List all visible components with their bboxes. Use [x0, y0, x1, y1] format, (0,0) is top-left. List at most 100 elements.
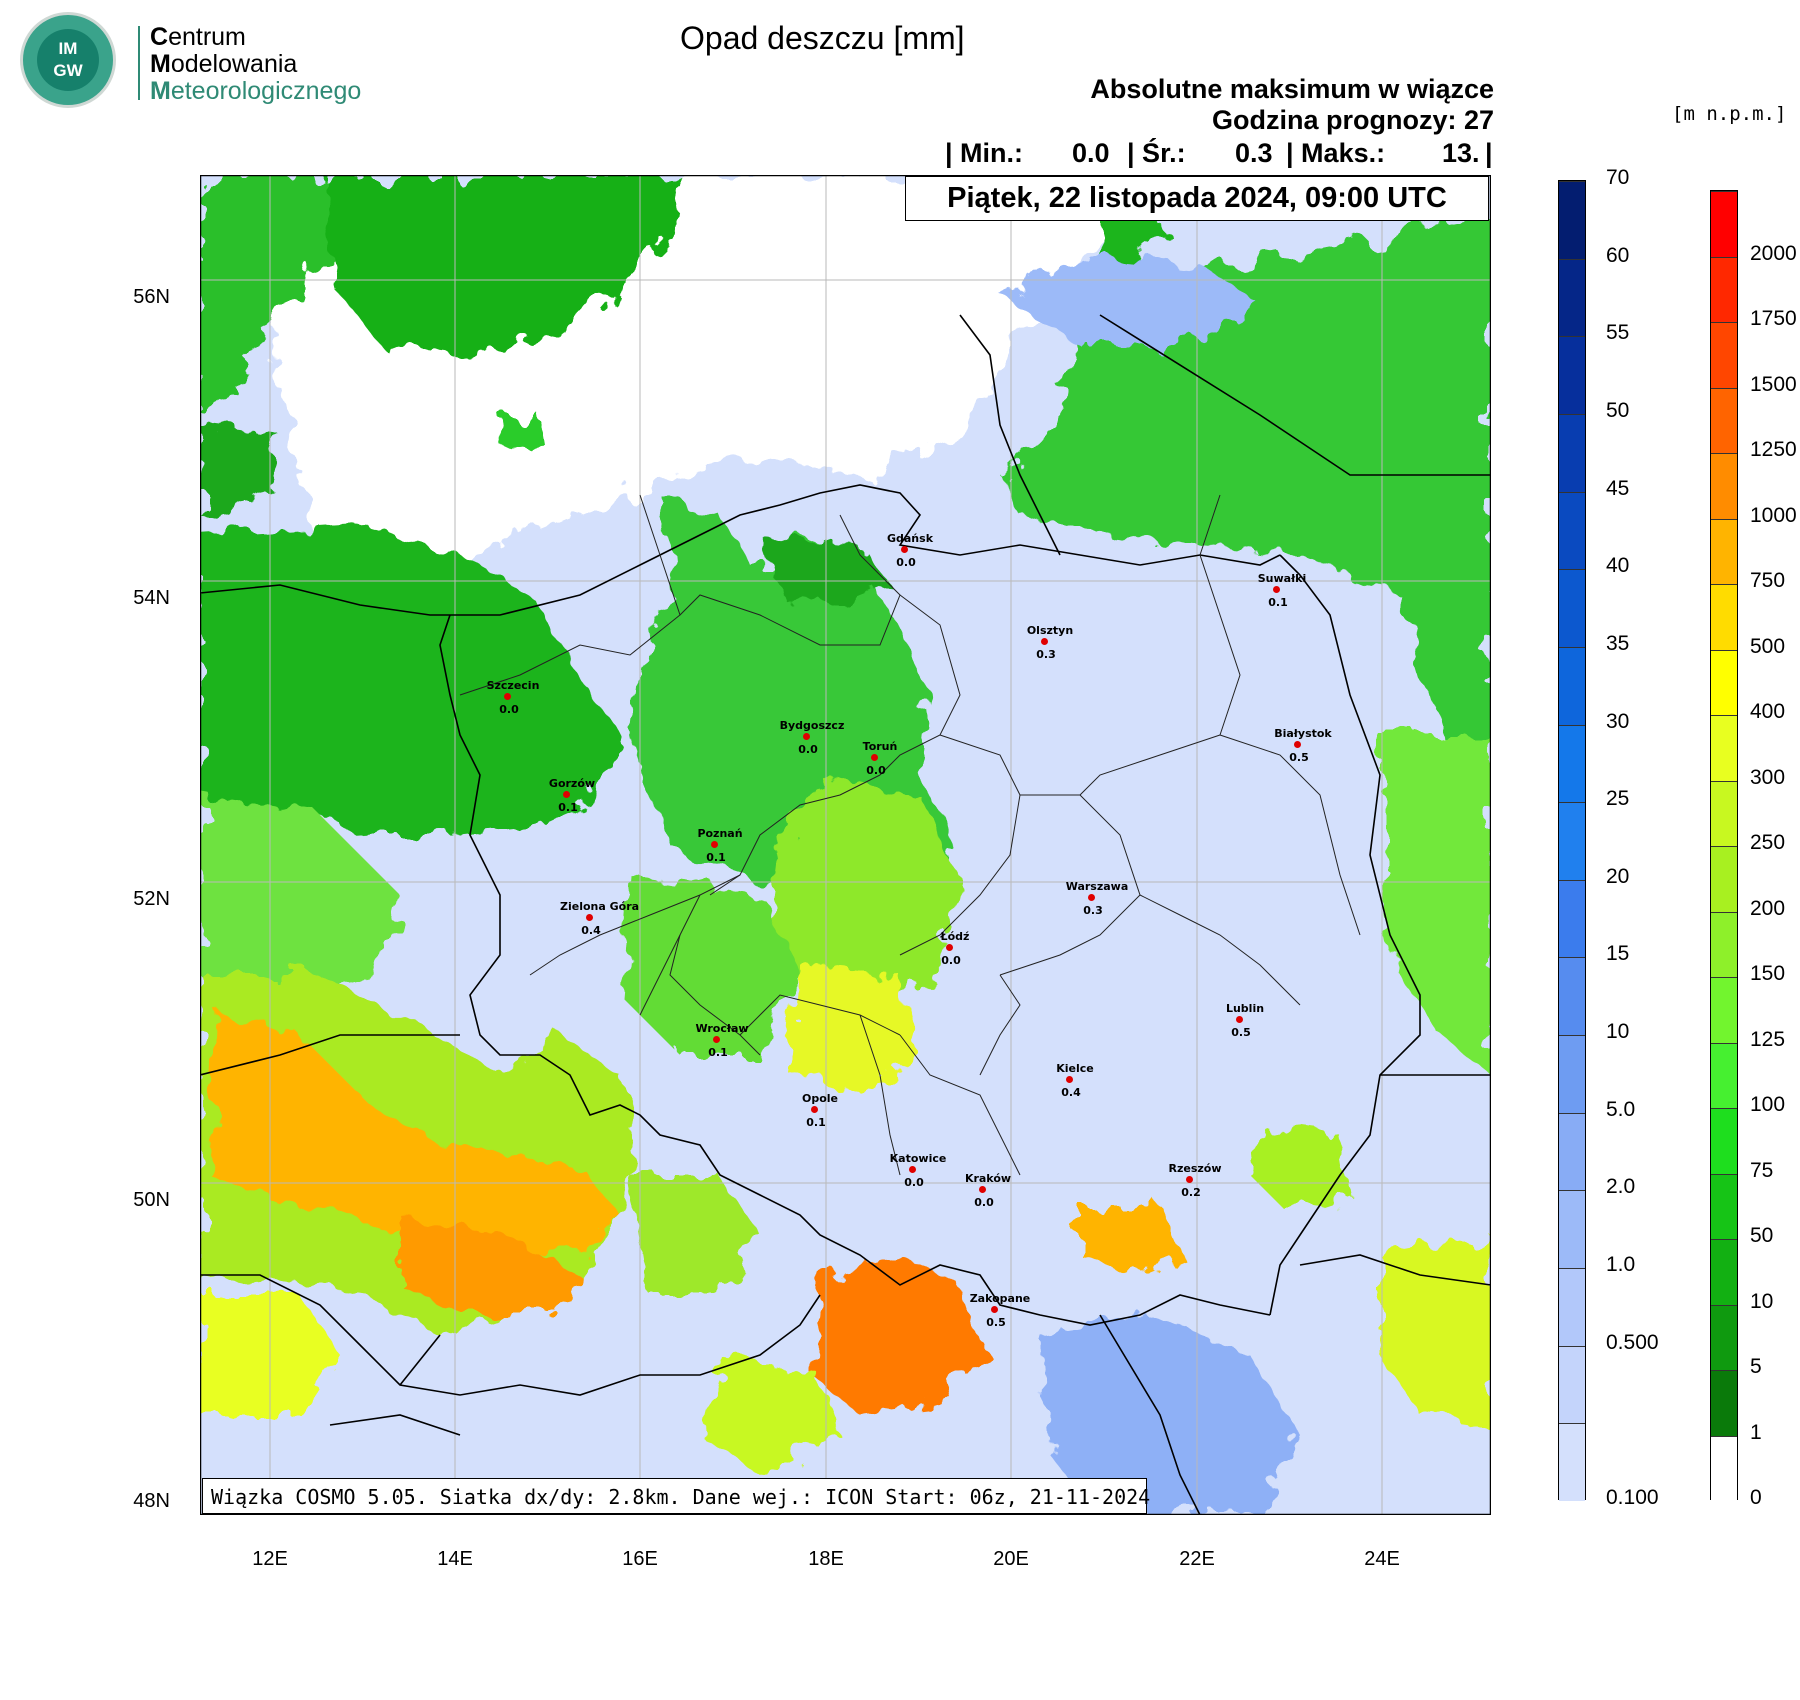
- moderate-rain-area: [1000, 255, 1260, 345]
- city-rain-value: 0.0: [896, 556, 916, 569]
- forecast-hour: Godzina prognozy: 27: [1211, 105, 1494, 135]
- city-name: Poznań: [697, 827, 743, 840]
- city-marker: [1236, 1016, 1243, 1023]
- orange-area: [400, 1215, 580, 1315]
- city-rain-value: 0.0: [798, 743, 818, 756]
- terrain-colorbar-segment: [1711, 1173, 1737, 1239]
- terrain-colorbar-label: 1250: [1750, 438, 1797, 461]
- lon-label: 18E: [808, 1548, 844, 1570]
- terrain-colorbar-segment: [1711, 977, 1737, 1043]
- city-marker: [901, 546, 908, 553]
- terrain-colorbar-label: 2000: [1750, 241, 1797, 265]
- logo-line-1: Centrum: [150, 24, 246, 51]
- graticule: [200, 175, 1491, 1515]
- logo-initial: C: [150, 23, 169, 51]
- rain-colorbar-label: 30: [1606, 709, 1630, 733]
- terrain-colorbar-segment: [1711, 1435, 1737, 1501]
- city-name: Katowice: [889, 1152, 947, 1165]
- terrain-colorbar-label: 1500: [1750, 372, 1797, 396]
- terrain-colorbar-segment: [1711, 453, 1737, 519]
- lon-label: 16E: [622, 1548, 658, 1570]
- map-svg: [199, 174, 1492, 1516]
- green-area: [200, 525, 620, 835]
- terrain-colorbar-segment: [1711, 1108, 1737, 1174]
- terrain-colorbar-label: 150: [1750, 962, 1786, 985]
- terrain-colorbar-segment: [1711, 191, 1737, 257]
- city-marker: [811, 1106, 818, 1113]
- terrain-colorbar-label: 100: [1750, 1093, 1786, 1116]
- terrain-colorbar-label: 1000: [1750, 503, 1797, 527]
- stat-max-value: 13.: [1442, 138, 1480, 168]
- city-rain-value: 0.1: [806, 1116, 826, 1129]
- rain-colorbar-label: 45: [1606, 476, 1630, 500]
- city-rain-value: 0.3: [1083, 904, 1103, 917]
- city-name: Kielce: [1056, 1062, 1094, 1075]
- rain-colorbar-segment: [1559, 413, 1585, 492]
- rain-colorbar-label: 5.0: [1606, 1097, 1636, 1121]
- city-marker: [946, 944, 953, 951]
- rain-colorbar-label: 40: [1606, 554, 1630, 578]
- logo-line-2: Modelowania: [150, 51, 297, 78]
- city-marker: [711, 841, 718, 848]
- lon-label: 24E: [1364, 1548, 1400, 1570]
- terrain-colorbar-label: 10: [1750, 1289, 1774, 1313]
- terrain-colorbar-segment: [1711, 1042, 1737, 1108]
- lon-label: 14E: [437, 1548, 473, 1570]
- rain-colorbar-label: 10: [1606, 1020, 1630, 1044]
- city-name: Toruń: [862, 740, 898, 753]
- city-rain-value: 0.1: [708, 1046, 728, 1059]
- city-name: Rzeszów: [1168, 1162, 1222, 1175]
- terrain-colorbar-label: 200: [1750, 896, 1786, 920]
- province-borders: [459, 494, 1361, 1176]
- terrain-colorbar-label: 250: [1750, 831, 1786, 854]
- terrain-colorbar-segment: [1711, 387, 1737, 453]
- city-name: Suwałki: [1257, 572, 1307, 585]
- city-name: Kraków: [964, 1172, 1012, 1185]
- city-rain-value: 0.0: [904, 1176, 924, 1189]
- green-area: [200, 175, 350, 415]
- city-rain-value: 0.5: [1289, 751, 1309, 764]
- rain-colorbar-segment: [1559, 569, 1585, 647]
- moderate-rain-area: [1040, 1315, 1300, 1515]
- rain-colorbar-label: 0.500: [1606, 1330, 1659, 1354]
- logo-word: odelowania: [170, 50, 298, 78]
- rain-colorbar-label: 60: [1606, 243, 1630, 267]
- city-marker: [586, 914, 593, 921]
- yellow-green-area: [700, 1355, 840, 1475]
- city-marker: [504, 693, 511, 700]
- rain-colorbar-label: 50: [1606, 398, 1630, 422]
- terrain-colorbar-frame: [1710, 190, 1738, 1501]
- city-rain-value: 0.4: [1061, 1086, 1081, 1099]
- model-run-info: Wiązka COSMO 5.05. Siatka dx/dy: 2.8km. …: [202, 1478, 1150, 1514]
- terrain-colorbar-label: 750: [1750, 569, 1786, 592]
- stat-end-bar: |: [1485, 138, 1493, 168]
- city-rain-value: 0.1: [1268, 596, 1288, 609]
- terrain-colorbar-label: 125: [1750, 1027, 1786, 1051]
- city-marker: [803, 733, 810, 740]
- rain-colorbar-label: 20: [1606, 864, 1630, 888]
- logo-separator: [138, 26, 140, 100]
- green-area: [500, 415, 545, 450]
- city-name: Lublin: [1225, 1002, 1265, 1015]
- rain-colorbar-label: 25: [1606, 787, 1630, 811]
- rain-colorbar-label: 70: [1606, 166, 1630, 189]
- rain-colorbar-frame: [1558, 180, 1586, 1501]
- stat-min-value: 0.0: [1072, 138, 1110, 168]
- rain-colorbar-segment: [1559, 1190, 1585, 1269]
- lat-label: 52N: [133, 888, 170, 910]
- light-green-area: [770, 775, 960, 1015]
- terrain-colorbar-segment: [1711, 518, 1737, 584]
- terrain-colorbar-segment: [1711, 322, 1737, 388]
- terrain-colorbar-label: 5: [1750, 1355, 1762, 1378]
- terrain-colorbar-segment: [1711, 1304, 1737, 1370]
- rain-colorbar-segment: [1559, 957, 1585, 1036]
- terrain-unit-label: [m n.p.m.]: [1672, 103, 1787, 125]
- rain-colorbar-segment: [1559, 1035, 1585, 1113]
- city-name: Warszawa: [1065, 880, 1129, 893]
- terrain-colorbar-segment: [1711, 846, 1737, 912]
- stat-avg-value: 0.3: [1235, 138, 1273, 168]
- rain-colorbar-label: 0.100: [1606, 1486, 1659, 1509]
- stat-max-label: | Maks.:: [1286, 138, 1386, 168]
- yellow-green-area: [1380, 1235, 1491, 1425]
- logo-word: entrum: [168, 23, 246, 51]
